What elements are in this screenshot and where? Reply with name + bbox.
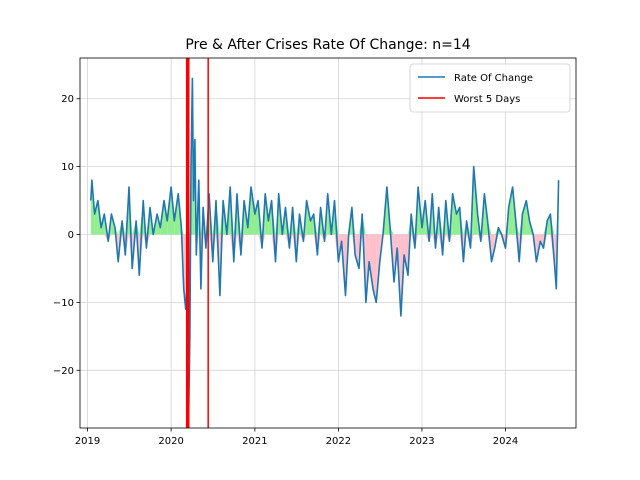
legend-label: Worst 5 Days xyxy=(454,94,520,105)
x-tick-label: 2021 xyxy=(242,436,267,447)
legend-label: Rate Of Change xyxy=(454,73,533,84)
x-tick-label: 2022 xyxy=(326,436,351,447)
plot-content xyxy=(90,58,560,428)
y-tick-label: 0 xyxy=(68,230,74,241)
positive-fill-area xyxy=(452,193,457,235)
negative-fill-area xyxy=(494,234,499,249)
legend: Rate Of Change Worst 5 Days xyxy=(409,63,571,113)
x-tick-label: 2023 xyxy=(409,436,434,447)
positive-fill-area xyxy=(254,200,259,235)
positive-fill-area xyxy=(508,186,513,235)
y-tick-label: 20 xyxy=(61,94,74,105)
series-line-rate-of-change xyxy=(90,77,560,412)
negative-fill-area xyxy=(369,234,373,289)
negative-fill-area xyxy=(132,234,137,269)
positive-fill-area xyxy=(258,200,262,235)
negative-fill-area xyxy=(404,234,408,276)
axes-frame xyxy=(79,57,577,429)
legend-box xyxy=(409,63,571,113)
negative-fill-area xyxy=(355,234,360,269)
positive-fill-area xyxy=(94,200,98,235)
y-tick-label: −20 xyxy=(53,366,74,377)
positive-fill-area xyxy=(522,200,527,235)
x-tick-label: 2019 xyxy=(75,436,100,447)
x-tick-label: 2020 xyxy=(158,436,183,447)
positive-fill-area xyxy=(125,186,129,235)
negative-fill-area xyxy=(372,234,377,303)
y-tick-label: −10 xyxy=(53,298,74,309)
x-tick-label: 2024 xyxy=(493,436,518,447)
y-tick-label: 10 xyxy=(61,162,74,173)
positive-fill-area xyxy=(547,214,551,235)
plot-area: 2019 2020 2021 2022 2023 2024 −20 −10 0 10 20 xyxy=(53,58,576,447)
chart-title: Pre & After Crises Rate Of Change: n=14 xyxy=(185,37,470,53)
